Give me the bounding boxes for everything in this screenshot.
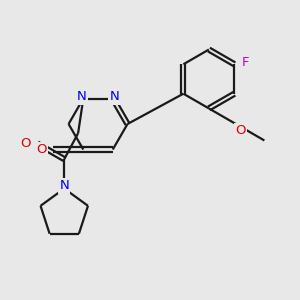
Text: O: O xyxy=(36,143,47,156)
Text: N: N xyxy=(77,90,86,103)
Text: N: N xyxy=(59,179,69,192)
Text: O: O xyxy=(20,137,31,150)
Text: F: F xyxy=(241,56,249,69)
Text: N: N xyxy=(110,90,119,103)
Text: O: O xyxy=(236,124,246,137)
